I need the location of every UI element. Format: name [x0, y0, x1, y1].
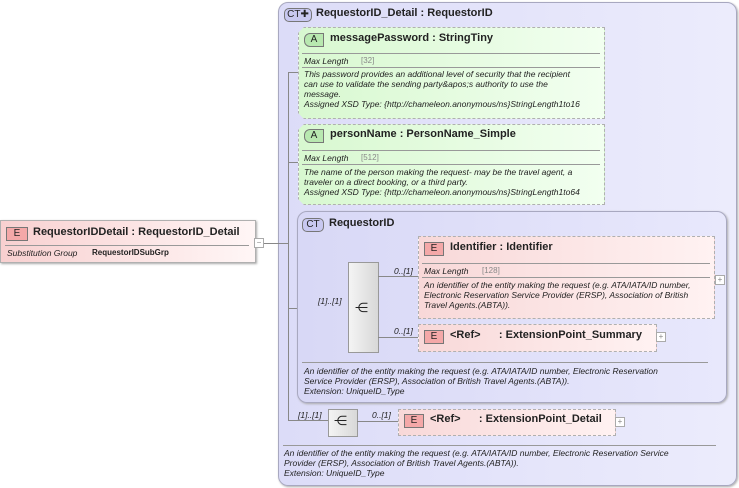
root-element-type: : RequestorID_Detail [131, 226, 240, 238]
sequence-icon: ⋲ [355, 300, 368, 315]
divider [302, 362, 708, 363]
connector [288, 420, 328, 421]
divider [302, 164, 600, 165]
sequence-compositor[interactable] [348, 262, 379, 353]
desc-line: An identifier of the entity making the r… [304, 366, 658, 376]
substitution-group-label: Substitution Group [7, 248, 78, 258]
desc-line: Travel Agents.(ABTA)). [424, 300, 511, 310]
attribute-type: : StringTiny [432, 32, 494, 44]
connector [263, 243, 288, 244]
facet-value: [512] [361, 153, 379, 162]
desc-line: traveler on a direct booking, or a third… [304, 177, 468, 187]
collapse-icon[interactable]: − [254, 238, 264, 248]
desc-line: Extension: UniqueID_Type [284, 468, 385, 478]
expand-icon[interactable]: + [615, 417, 625, 427]
element-name: Identifier [450, 241, 497, 253]
root-element-title: RequestorIDDetail : RequestorID_Detail [33, 226, 240, 238]
element-title: Identifier : Identifier [450, 241, 553, 253]
divider [422, 277, 710, 278]
element-type: : Identifier [499, 241, 553, 253]
element-title: <Ref> : ExtensionPoint_Summary [450, 329, 642, 341]
desc-line: Extension: UniqueID_Type [304, 386, 405, 396]
complex-type-badge: CT✚ [284, 8, 312, 22]
desc-line: The name of the person making the reques… [304, 167, 573, 177]
desc-line: Assigned XSD Type: {http://chameleon.ano… [304, 99, 580, 109]
ext-detail-cardinality: 0..[1] [372, 410, 391, 420]
divider [5, 245, 249, 246]
sequence-cardinality: [1]..[1] [318, 296, 342, 306]
connector [378, 337, 418, 338]
expand-icon[interactable]: + [715, 275, 725, 285]
attribute-type: : PersonName_Simple [399, 128, 516, 140]
divider [283, 445, 716, 446]
attribute-desc: This password provides an additional lev… [304, 69, 580, 109]
facet-label: Max Length [424, 266, 469, 276]
expand-icon[interactable]: + [656, 332, 666, 342]
complex-type-desc: An identifier of the entity making the r… [284, 448, 669, 478]
desc-line: An identifier of the entity making the r… [424, 280, 691, 290]
identifier-cardinality: 0..[1] [394, 266, 413, 276]
substitution-group-value: RequestorIDSubGrp [92, 248, 169, 257]
divider [302, 150, 600, 151]
attribute-name: personName [330, 128, 397, 140]
element-desc: An identifier of the entity making the r… [424, 280, 690, 310]
complex-type-title: RequestorID_Detail : RequestorID [316, 7, 493, 19]
connector [288, 72, 298, 73]
facet-label: Max Length [304, 153, 349, 163]
attribute-desc: The name of the person making the reques… [304, 167, 580, 197]
desc-line: Electronic Reservation Service Provider … [424, 290, 689, 300]
attribute-name: messagePassword [330, 32, 430, 44]
sequence-compositor[interactable] [328, 409, 358, 437]
divider [302, 53, 600, 54]
desc-line: Service Provider (ERSP), Association of … [304, 376, 570, 386]
facet-value: [128] [482, 266, 500, 275]
desc-line: message. [304, 89, 341, 99]
element-type: : ExtensionPoint_Summary [498, 329, 642, 341]
attribute-badge: A [304, 33, 324, 47]
element-badge: E [424, 242, 444, 256]
connector [288, 162, 298, 163]
element-title: <Ref> : ExtensionPoint_Detail [430, 413, 602, 425]
element-extensionpoint-summary[interactable] [418, 324, 657, 352]
element-badge: E [424, 330, 444, 344]
desc-line: Provider (ERSP), Association of British … [284, 458, 519, 468]
element-name: <Ref> [450, 329, 481, 341]
facet-value: [32] [361, 56, 375, 65]
root-element-box[interactable] [0, 220, 256, 263]
attribute-badge: A [304, 129, 324, 143]
ct-name: RequestorID_Detail [316, 7, 418, 19]
attribute-title: personName : PersonName_Simple [330, 128, 516, 140]
base-type-desc: An identifier of the entity making the r… [304, 366, 658, 396]
element-extensionpoint-detail[interactable] [398, 409, 616, 436]
sequence-icon: ⋲ [334, 413, 347, 428]
connector [378, 276, 418, 277]
root-element-name: RequestorIDDetail [33, 226, 129, 238]
sequence-cardinality: [1]..[1] [298, 410, 322, 420]
ct-type: : RequestorID [420, 7, 493, 19]
desc-line: This password provides an additional lev… [304, 69, 571, 79]
desc-line: can use to validate the sending party&ap… [304, 79, 548, 89]
desc-line: An identifier of the entity making the r… [284, 448, 669, 458]
plus-icon: ✚ [300, 9, 309, 20]
facet-label: Max Length [304, 56, 349, 66]
element-badge: E [404, 414, 424, 428]
attribute-title: messagePassword : StringTiny [330, 32, 493, 44]
attribute-messagepassword[interactable] [298, 27, 605, 119]
ct-badge: CT [302, 218, 324, 232]
divider [302, 67, 600, 68]
connector [357, 421, 398, 422]
element-badge: E [6, 227, 28, 241]
desc-line: Assigned XSD Type: {http://chameleon.ano… [304, 187, 580, 197]
base-type-title: RequestorID [329, 217, 395, 229]
connector [288, 72, 289, 421]
element-name: <Ref> [430, 413, 461, 425]
ext-summary-cardinality: 0..[1] [394, 326, 413, 336]
divider [422, 263, 710, 264]
element-type: : ExtensionPoint_Detail [478, 413, 602, 425]
ct-label: CT [287, 9, 301, 20]
